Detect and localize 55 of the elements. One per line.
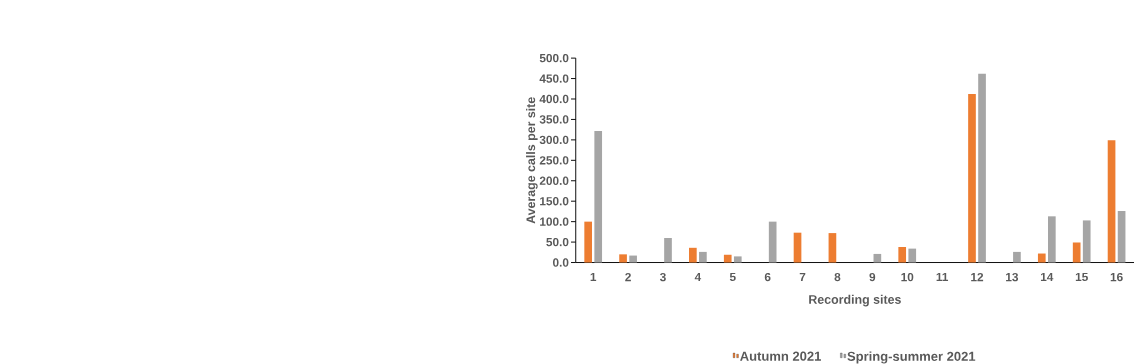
x-tick-label: 16 [1110,272,1123,282]
x-tick-label: 6 [764,272,771,282]
bar [793,232,802,263]
bar [1072,242,1081,263]
bar [873,253,882,263]
x-tick-label: 9 [869,272,876,282]
y-tick-label: 50.0 [546,237,569,247]
bar [629,255,637,263]
y-tick-label: 150.0 [540,196,569,206]
x-tick-label: 2 [625,272,631,282]
bar [689,247,697,263]
x-tick-label: 8 [834,272,841,282]
x-tick-label: 14 [1040,272,1054,281]
bar [908,248,917,263]
bar [584,221,593,263]
x-tick-label: 10 [901,272,914,282]
bar [664,237,672,263]
bar [699,251,707,263]
x-tick-label: 11 [936,272,949,281]
y-tick-label: 450.0 [539,74,569,83]
x-tick-label: 3 [659,272,666,282]
y-tick-label: 250.0 [539,156,569,165]
y-tick-label: 350.0 [539,115,569,124]
bar [1107,140,1116,263]
bar [1037,253,1046,263]
x-tick-label: 4 [694,272,702,281]
y-tick-label: 200.0 [539,176,569,185]
y-axis-title: Average calls per site [526,97,538,224]
legend-label: Autumn 2021 [740,351,821,361]
bar [978,73,986,263]
x-tick-label: 13 [1006,272,1019,282]
y-tick-label: 400.0 [539,94,569,104]
y-tick-label: 300.0 [539,135,569,145]
x-tick-label: 5 [729,272,736,282]
bar [828,233,837,263]
bar [1013,251,1021,263]
bar [898,246,907,263]
x-tick-label: 15 [1075,272,1088,282]
legend-label: Spring-summer 2021 [847,351,976,364]
bar [594,130,603,263]
x-tick-label: 12 [971,272,984,282]
y-tick-label: 500.0 [539,53,569,63]
bar [619,254,627,263]
y-tick-label: 0.0 [552,258,569,267]
x-tick-label: 1 [590,272,597,281]
bar [768,221,777,263]
bar [968,94,976,263]
bar [1047,216,1056,263]
bar [733,256,742,263]
bar [723,254,732,263]
y-tick-label: 100.0 [540,217,569,226]
bar [1117,210,1126,263]
x-tick-label: 7 [799,272,806,281]
bar [1082,220,1091,263]
x-axis-title: Recording sites [809,294,901,307]
